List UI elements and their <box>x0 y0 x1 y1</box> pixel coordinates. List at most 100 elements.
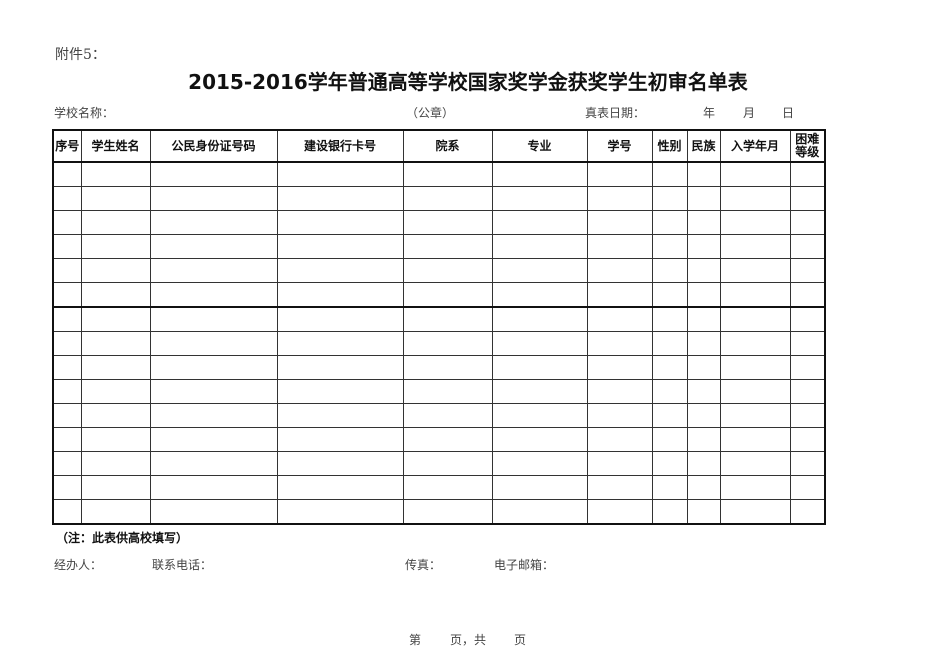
table-cell[interactable] <box>149 475 278 500</box>
table-cell[interactable] <box>789 355 826 380</box>
table-cell[interactable] <box>586 499 653 525</box>
table-cell[interactable] <box>686 331 721 356</box>
table-cell[interactable] <box>586 451 653 476</box>
table-cell[interactable] <box>686 306 721 332</box>
table-cell[interactable] <box>149 258 278 283</box>
table-cell[interactable] <box>719 306 791 332</box>
table-cell[interactable] <box>719 161 791 187</box>
table-cell[interactable] <box>149 403 278 428</box>
table-cell[interactable] <box>789 161 826 187</box>
table-cell[interactable] <box>276 451 404 476</box>
table-cell[interactable] <box>80 161 151 187</box>
table-cell[interactable] <box>402 282 493 308</box>
table-cell[interactable] <box>149 355 278 380</box>
table-cell[interactable] <box>651 355 688 380</box>
table-cell[interactable] <box>719 186 791 211</box>
table-cell[interactable] <box>52 451 82 476</box>
table-cell[interactable] <box>149 451 278 476</box>
table-cell[interactable] <box>651 282 688 308</box>
table-cell[interactable] <box>686 258 721 283</box>
table-cell[interactable] <box>491 451 588 476</box>
table-cell[interactable] <box>52 282 82 308</box>
table-cell[interactable] <box>719 379 791 404</box>
table-cell[interactable] <box>276 499 404 525</box>
table-cell[interactable] <box>686 379 721 404</box>
table-cell[interactable] <box>686 210 721 235</box>
table-cell[interactable] <box>149 234 278 259</box>
table-cell[interactable] <box>586 258 653 283</box>
table-cell[interactable] <box>402 258 493 283</box>
table-cell[interactable] <box>276 234 404 259</box>
table-cell[interactable] <box>789 258 826 283</box>
table-cell[interactable] <box>52 331 82 356</box>
table-cell[interactable] <box>686 234 721 259</box>
table-cell[interactable] <box>80 499 151 525</box>
table-cell[interactable] <box>149 186 278 211</box>
table-cell[interactable] <box>402 427 493 452</box>
table-cell[interactable] <box>276 475 404 500</box>
table-cell[interactable] <box>80 451 151 476</box>
table-cell[interactable] <box>402 379 493 404</box>
table-cell[interactable] <box>402 331 493 356</box>
table-cell[interactable] <box>52 355 82 380</box>
table-cell[interactable] <box>586 331 653 356</box>
table-cell[interactable] <box>276 427 404 452</box>
table-cell[interactable] <box>402 475 493 500</box>
table-cell[interactable] <box>402 403 493 428</box>
table-cell[interactable] <box>491 306 588 332</box>
table-cell[interactable] <box>80 282 151 308</box>
table-cell[interactable] <box>789 379 826 404</box>
table-cell[interactable] <box>276 161 404 187</box>
table-cell[interactable] <box>651 379 688 404</box>
table-cell[interactable] <box>719 451 791 476</box>
table-cell[interactable] <box>686 427 721 452</box>
table-cell[interactable] <box>402 234 493 259</box>
table-cell[interactable] <box>52 403 82 428</box>
table-cell[interactable] <box>586 210 653 235</box>
table-cell[interactable] <box>651 331 688 356</box>
table-cell[interactable] <box>686 451 721 476</box>
table-cell[interactable] <box>52 306 82 332</box>
table-cell[interactable] <box>52 161 82 187</box>
table-cell[interactable] <box>276 403 404 428</box>
table-cell[interactable] <box>651 475 688 500</box>
table-cell[interactable] <box>402 355 493 380</box>
table-cell[interactable] <box>276 282 404 308</box>
table-cell[interactable] <box>491 355 588 380</box>
table-cell[interactable] <box>149 282 278 308</box>
table-cell[interactable] <box>686 355 721 380</box>
table-cell[interactable] <box>276 186 404 211</box>
table-cell[interactable] <box>719 355 791 380</box>
table-cell[interactable] <box>276 306 404 332</box>
table-cell[interactable] <box>491 379 588 404</box>
table-cell[interactable] <box>80 258 151 283</box>
table-cell[interactable] <box>651 499 688 525</box>
table-cell[interactable] <box>491 234 588 259</box>
table-cell[interactable] <box>586 379 653 404</box>
table-cell[interactable] <box>491 499 588 525</box>
table-cell[interactable] <box>402 499 493 525</box>
table-cell[interactable] <box>80 379 151 404</box>
table-cell[interactable] <box>686 186 721 211</box>
table-cell[interactable] <box>402 451 493 476</box>
table-cell[interactable] <box>686 282 721 308</box>
table-cell[interactable] <box>149 331 278 356</box>
table-cell[interactable] <box>149 427 278 452</box>
table-cell[interactable] <box>402 186 493 211</box>
table-cell[interactable] <box>586 234 653 259</box>
table-cell[interactable] <box>491 161 588 187</box>
table-cell[interactable] <box>789 234 826 259</box>
table-cell[interactable] <box>789 403 826 428</box>
table-cell[interactable] <box>719 282 791 308</box>
table-cell[interactable] <box>52 210 82 235</box>
table-cell[interactable] <box>686 403 721 428</box>
table-cell[interactable] <box>586 306 653 332</box>
table-cell[interactable] <box>789 331 826 356</box>
table-cell[interactable] <box>149 161 278 187</box>
table-cell[interactable] <box>789 306 826 332</box>
table-cell[interactable] <box>651 258 688 283</box>
table-cell[interactable] <box>586 161 653 187</box>
table-cell[interactable] <box>789 451 826 476</box>
table-cell[interactable] <box>586 475 653 500</box>
table-cell[interactable] <box>491 403 588 428</box>
